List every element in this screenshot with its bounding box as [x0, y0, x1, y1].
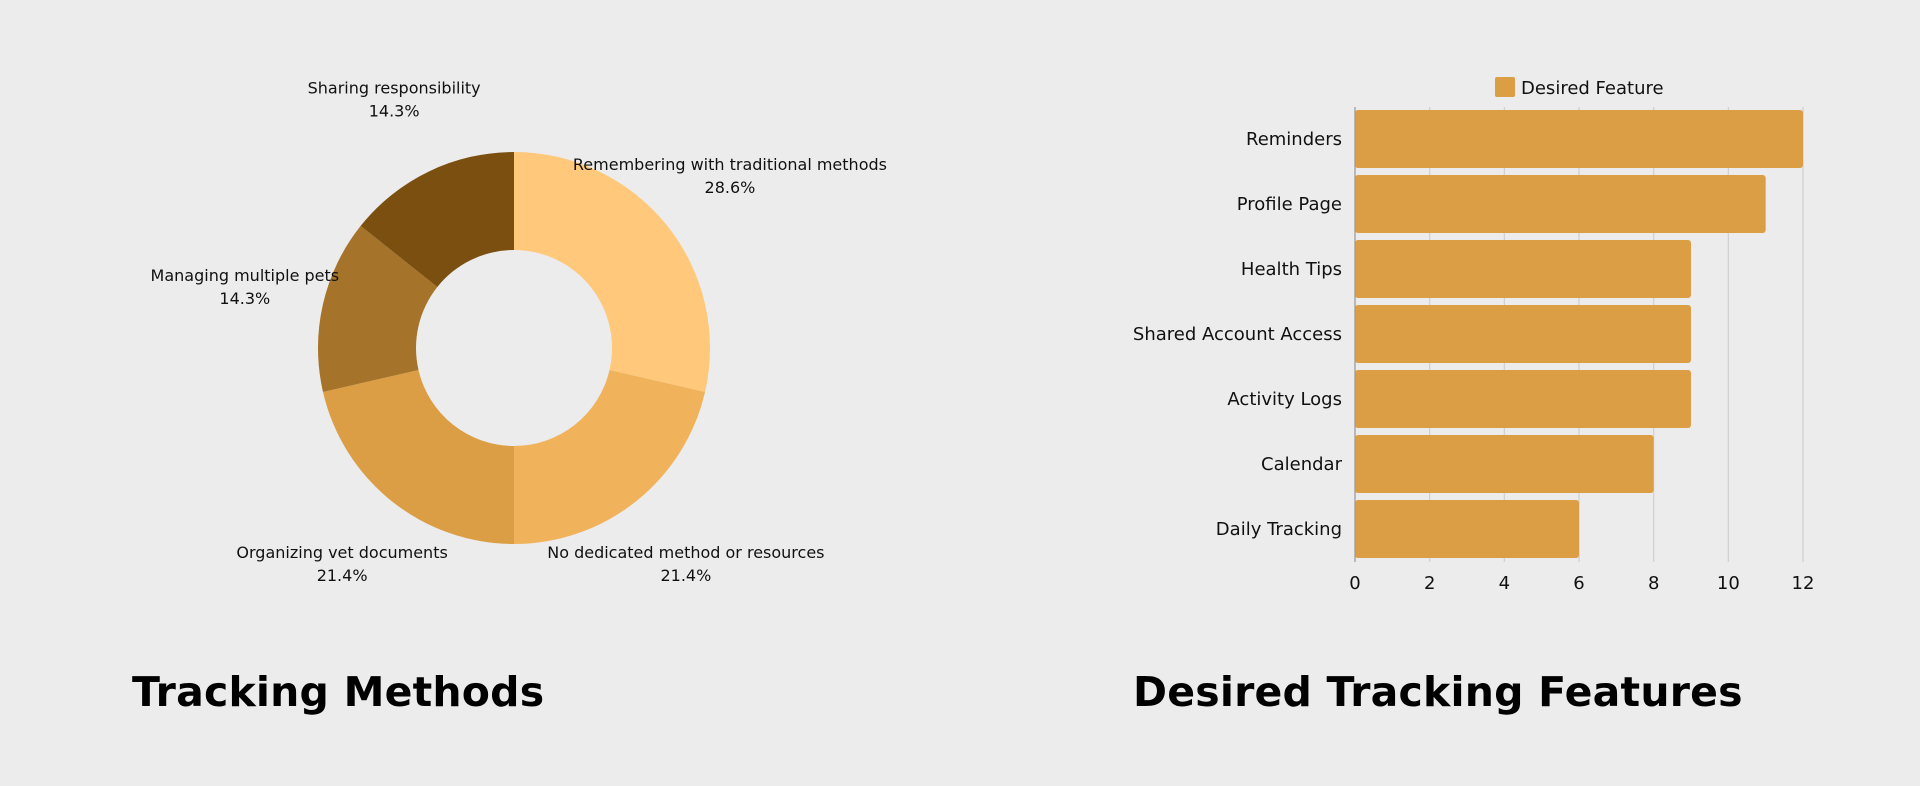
slice-percent-label: 14.3%	[219, 289, 270, 308]
legend-label: Desired Feature	[1521, 78, 1664, 99]
donut-slice	[514, 369, 706, 544]
x-tick-label: 12	[1792, 573, 1815, 594]
donut-slice	[360, 152, 514, 287]
legend-swatch	[1495, 77, 1515, 97]
bar-chart-title: Desired Tracking Features	[1133, 668, 1743, 716]
x-tick-label: 6	[1573, 573, 1584, 594]
slice-label: Sharing responsibility	[308, 78, 481, 97]
slice-percent-label: 21.4%	[660, 566, 711, 585]
bar	[1355, 175, 1766, 233]
x-tick-label: 4	[1499, 573, 1510, 594]
bar	[1355, 110, 1803, 168]
category-label: Shared Account Access	[1133, 324, 1342, 345]
x-tick-label: 2	[1424, 573, 1435, 594]
category-label: Health Tips	[1241, 259, 1342, 280]
bar	[1355, 370, 1691, 428]
bar	[1355, 500, 1579, 558]
pie-chart-title: Tracking Methods	[132, 668, 545, 716]
tracking-methods-donut-chart: Remembering with traditional methods 28.6…	[151, 78, 887, 585]
slice-label: Managing multiple pets	[151, 266, 340, 285]
donut-slice	[322, 369, 514, 544]
bar	[1355, 305, 1691, 363]
category-label: Reminders	[1246, 129, 1342, 150]
slice-percent-label: 21.4%	[317, 566, 368, 585]
slice-label: Organizing vet documents	[236, 543, 447, 562]
bar	[1355, 240, 1691, 298]
x-tick-label: 8	[1648, 573, 1659, 594]
category-label: Daily Tracking	[1216, 519, 1342, 540]
slice-label: No dedicated method or resources	[547, 543, 824, 562]
donut-slice	[514, 152, 710, 392]
category-label: Profile Page	[1237, 194, 1342, 215]
x-tick-label: 10	[1717, 573, 1740, 594]
slice-label: Remembering with traditional methods	[573, 155, 887, 174]
category-label: Calendar	[1261, 454, 1343, 475]
desired-features-bar-chart: Reminders Profile Page Health Tips Shared A…	[1133, 77, 1815, 594]
x-tick-label: 0	[1349, 573, 1360, 594]
category-label: Activity Logs	[1227, 389, 1342, 410]
slice-percent-label: 28.6%	[705, 178, 756, 197]
slice-percent-label: 14.3%	[369, 101, 420, 120]
bar	[1355, 435, 1654, 493]
donut-slice	[318, 225, 438, 392]
